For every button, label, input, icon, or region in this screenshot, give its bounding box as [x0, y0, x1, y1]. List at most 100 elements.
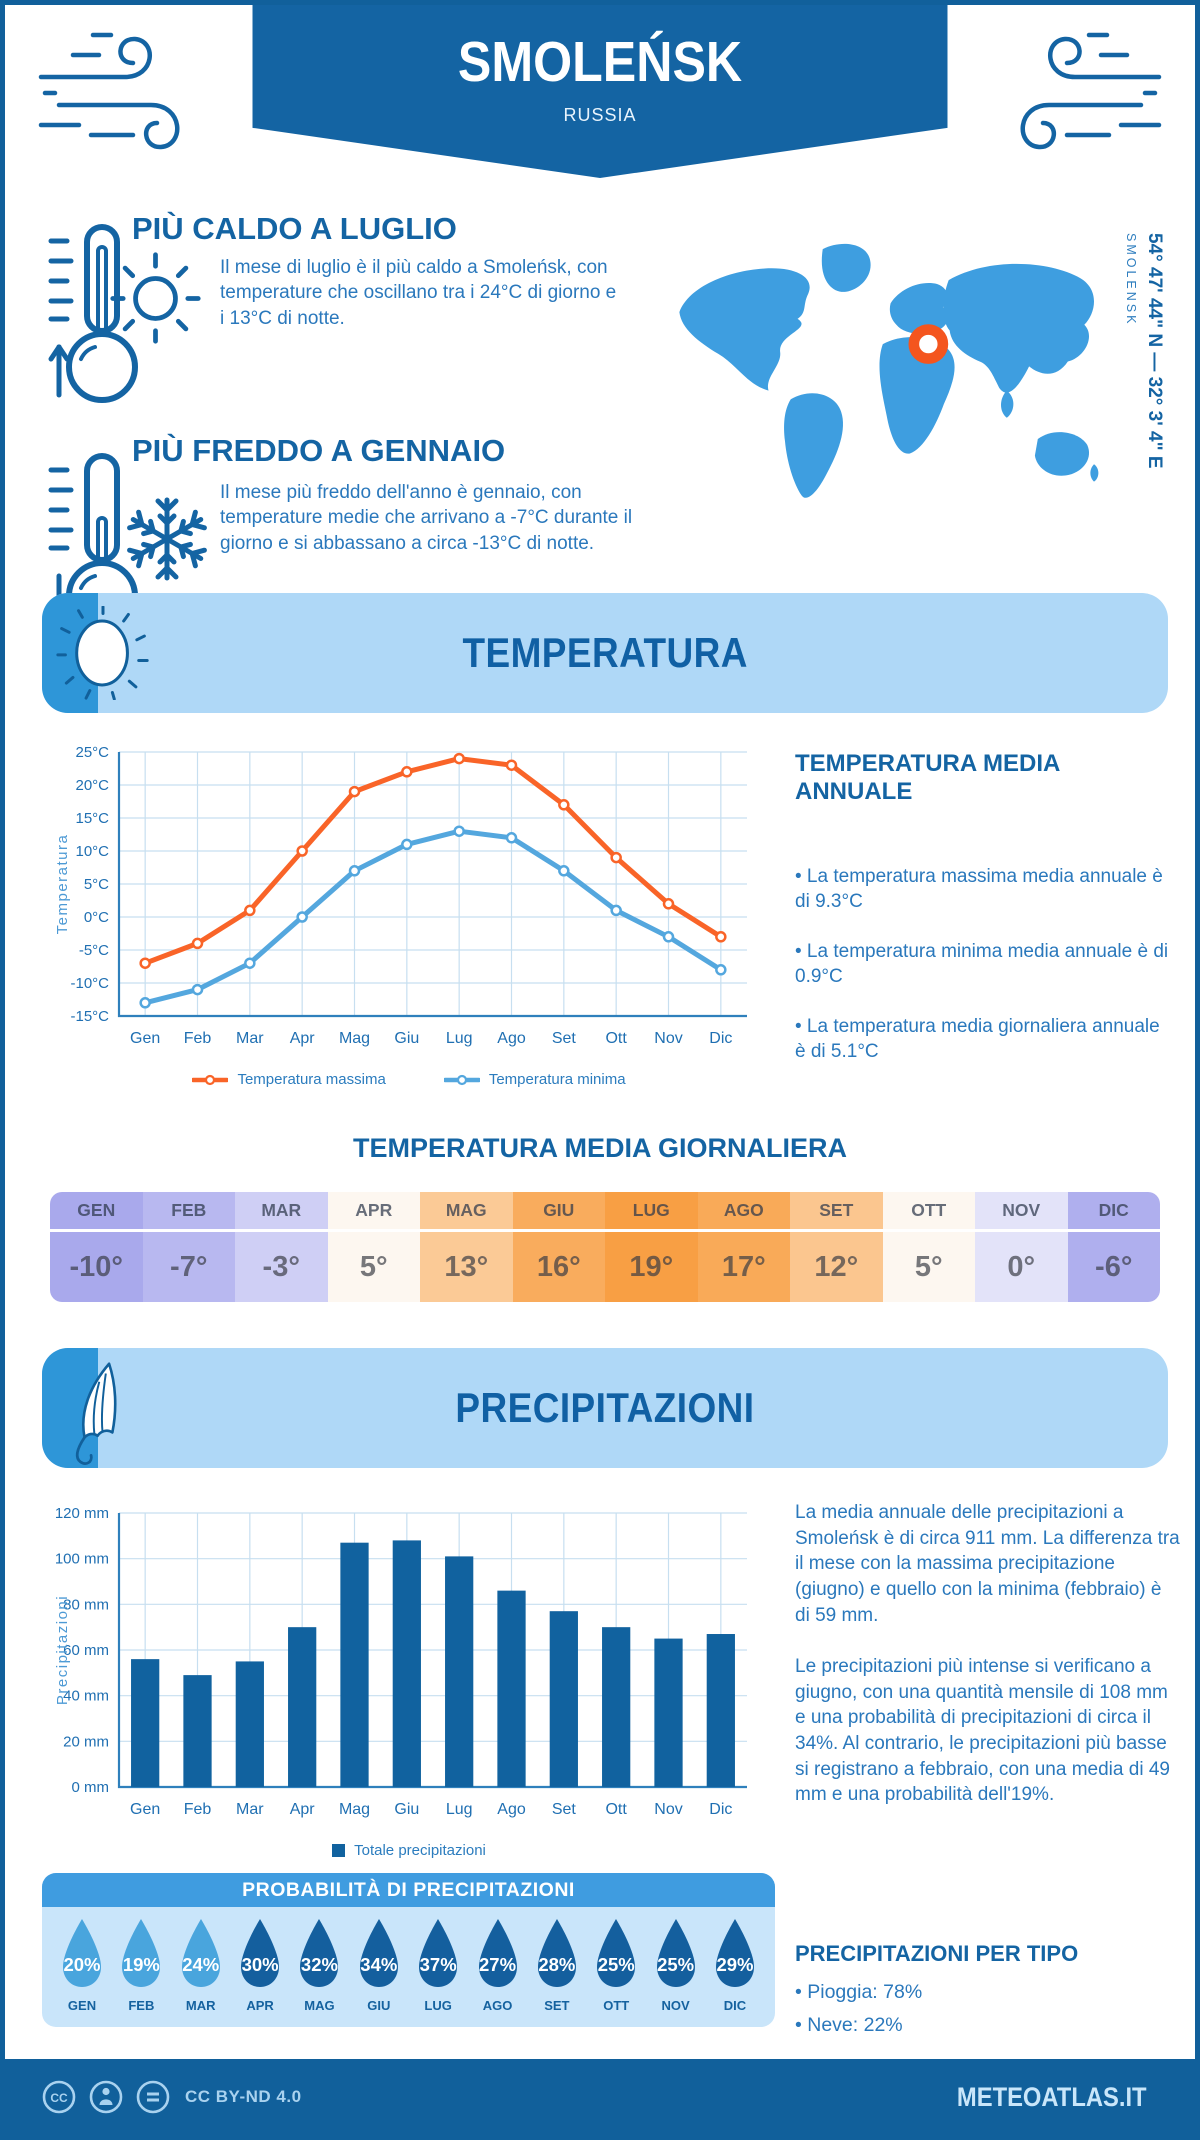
by-type-title: PRECIPITAZIONI PER TIPO: [795, 1941, 1079, 1966]
legend-label: Temperatura massima: [237, 1071, 386, 1088]
cc-by-icon: [89, 2080, 123, 2114]
legend-item: Temperatura minima: [443, 1071, 626, 1088]
daily-temperature-table: GEN -10° FEB -7° MAR -3° APR 5° MAG 13° GIU 16° LUG 1…: [50, 1192, 1160, 1302]
svg-text:Giu: Giu: [394, 1030, 419, 1047]
svg-text:10°C: 10°C: [75, 843, 109, 860]
table-temperature-value: 16°: [536, 1251, 581, 1283]
water-drop-icon: [419, 1919, 458, 1987]
table-month-header: OTT: [882, 1192, 975, 1232]
precipitation-bar: [549, 1611, 578, 1787]
svg-text:Mag: Mag: [339, 1801, 370, 1818]
probability-drop-GEN: 20% GEN: [56, 1917, 108, 2013]
precipitation-bar: [654, 1638, 683, 1787]
wind-icon: [1020, 32, 1162, 150]
precipitation-paragraph: Le precipitazioni più intense si verific…: [795, 1656, 1170, 1806]
annual-bullet: • La temperatura minima media annuale è …: [795, 940, 1169, 988]
svg-text:80 mm: 80 mm: [63, 1596, 109, 1613]
brand-label: METEOATLAS.IT: [956, 2081, 1147, 2112]
temperature-chart-svg: -15°C -10°C -5°C 0°C 5°C 10°C 15°C 20°C 25°C Gen F…: [54, 744, 747, 1047]
probability-value: 28%: [538, 1954, 576, 1975]
probability-value: 30%: [241, 1954, 279, 1975]
svg-text:20°C: 20°C: [75, 777, 109, 794]
snowflake-icon: [127, 497, 207, 581]
svg-text:Ott: Ott: [605, 1030, 627, 1047]
probability-drop-NOV: 25% NOV: [650, 1917, 702, 2013]
table-column-GEN: GEN -10°: [50, 1192, 143, 1302]
location-marker: [908, 324, 949, 364]
svg-text:5°C: 5°C: [84, 876, 109, 893]
svg-text:Feb: Feb: [184, 1030, 212, 1047]
table-column-FEB: FEB -7°: [142, 1192, 235, 1302]
arrow-up-icon: [48, 344, 70, 398]
table-temperature-value: 19°: [629, 1251, 674, 1283]
legend-item: Totale precipitazioni: [332, 1842, 486, 1859]
header-banner: SMOLEŃSK RUSSIA: [252, 5, 948, 178]
svg-text:Temperatura: Temperatura: [54, 834, 71, 935]
precipitation-bar: [288, 1627, 317, 1787]
probability-drop-AGO: 27% AGO: [472, 1917, 524, 2013]
table-column-LUG: LUG 19°: [605, 1192, 698, 1302]
svg-text:-15°C: -15°C: [70, 1008, 109, 1025]
table-temperature-value: 5°: [359, 1251, 388, 1283]
probability-drop-OTT: 25% OTT: [590, 1917, 642, 2013]
table-temperature-value: -3°: [262, 1251, 300, 1283]
svg-text:-5°C: -5°C: [79, 942, 109, 959]
probability-month: MAG: [304, 1998, 335, 2013]
table-temperature-value: 17°: [721, 1251, 766, 1283]
hot-month-title: PIÙ CALDO A LUGLIO: [132, 211, 457, 246]
precipitation-bar: [340, 1542, 369, 1787]
water-drop-icon: [715, 1919, 754, 1987]
probability-month: FEB: [128, 1998, 155, 2013]
footer: CC CC BY-ND 4.0 METEOATLAS.IT: [5, 2059, 1195, 2135]
cc-icon: CC: [42, 2080, 76, 2114]
table-month-header: FEB: [142, 1192, 235, 1232]
sun-icon: [110, 252, 201, 344]
table-temperature-value: 0°: [1007, 1251, 1036, 1283]
svg-text:0 mm: 0 mm: [72, 1779, 110, 1796]
probability-month: MAR: [185, 1998, 216, 2013]
svg-text:Lug: Lug: [446, 1801, 473, 1818]
legend-swatch-icon: [332, 1844, 346, 1857]
table-month-header: MAR: [235, 1192, 328, 1232]
umbrella-icon: [75, 1362, 117, 1465]
table-month-header: AGO: [697, 1192, 790, 1232]
svg-text:25°C: 25°C: [75, 744, 109, 761]
probability-value: 20%: [63, 1954, 101, 1975]
svg-text:Lug: Lug: [446, 1030, 473, 1047]
probability-month: SET: [544, 1998, 570, 2013]
precipitation-chart: 0 mm 20 mm 40 mm 60 mm 80 mm 100 mm 120 mm Gen F…: [53, 1483, 765, 1859]
legend-item: Temperatura massima: [192, 1071, 386, 1088]
probability-drop-APR: 30% APR: [234, 1917, 286, 2013]
table-column-OTT: OTT 5°: [882, 1192, 975, 1302]
temperature-chart-legend: Temperatura massima Temperatura minima: [53, 1071, 765, 1088]
svg-text:40 mm: 40 mm: [63, 1688, 109, 1705]
precipitation-text-block: La media annuale delle precipitazioni a …: [795, 1500, 1180, 1834]
table-column-AGO: AGO 17°: [697, 1192, 790, 1302]
probability-value: 32%: [300, 1954, 338, 1975]
water-drop-icon: [478, 1919, 517, 1987]
probability-value: 29%: [716, 1954, 754, 1975]
probability-drop-MAG: 32% MAG: [293, 1917, 345, 2013]
legend-swatch-icon: [192, 1074, 229, 1085]
probability-value: 25%: [657, 1954, 695, 1975]
precipitation-bar: [392, 1540, 421, 1787]
legend-swatch-icon: [443, 1074, 480, 1085]
table-column-DIC: DIC -6°: [1067, 1192, 1160, 1302]
water-drop-icon: [656, 1919, 695, 1987]
svg-text:Mag: Mag: [339, 1030, 370, 1047]
precipitation-bar: [235, 1661, 264, 1787]
wind-icon: [38, 32, 180, 150]
table-column-NOV: NOV 0°: [975, 1192, 1068, 1302]
probability-title: PROBABILITÀ DI PRECIPITAZIONI: [42, 1873, 775, 1907]
svg-text:Gen: Gen: [130, 1801, 160, 1818]
daily-temperature-title: TEMPERATURA MEDIA GIORNALIERA: [353, 1133, 847, 1163]
hot-month-text: Il mese di luglio è il più caldo a Smole…: [220, 257, 617, 329]
svg-text:120 mm: 120 mm: [55, 1505, 109, 1522]
table-month-header: APR: [327, 1192, 420, 1232]
probability-month: NOV: [661, 1998, 690, 2013]
table-temperature-value: -6°: [1095, 1251, 1133, 1283]
precipitation-chart-svg: 0 mm 20 mm 40 mm 60 mm 80 mm 100 mm 120 mm Gen F…: [54, 1505, 747, 1818]
table-month-header: GIU: [512, 1192, 605, 1232]
by-type-bullet: • Neve: 22%: [795, 2014, 903, 2036]
